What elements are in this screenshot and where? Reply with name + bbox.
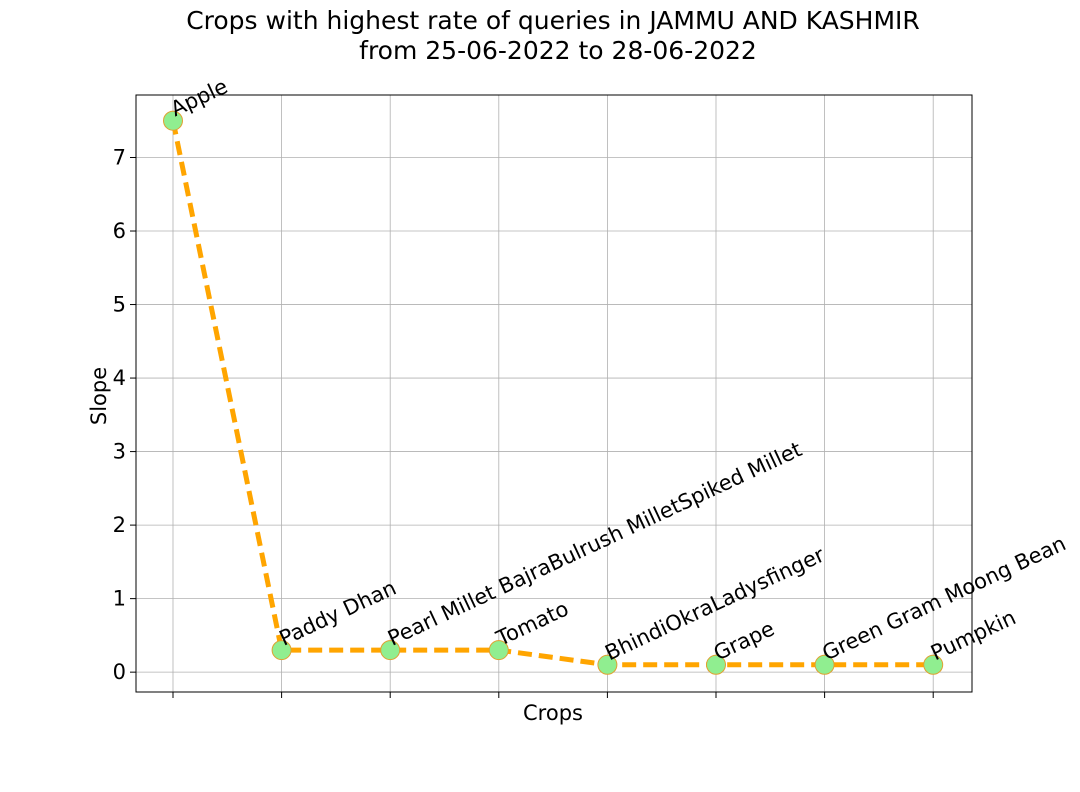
chart-title: Crops with highest rate of queries in JA… bbox=[186, 6, 920, 65]
data-point bbox=[923, 654, 944, 675]
data-point-label: Pearl Millet BajraBulrush MilletSpiked M… bbox=[384, 437, 805, 651]
data-point bbox=[597, 654, 618, 675]
y-tick-label: 4 bbox=[113, 366, 126, 390]
chart-title-line-1: Crops with highest rate of queries in JA… bbox=[186, 6, 920, 35]
chart-title-line-2: from 25-06-2022 to 28-06-2022 bbox=[359, 36, 757, 65]
y-tick-label: 5 bbox=[113, 293, 126, 317]
data-point-markers bbox=[163, 110, 944, 675]
grid-lines bbox=[136, 95, 972, 692]
data-point bbox=[706, 654, 726, 675]
data-point-label: Pumpkin bbox=[927, 605, 1019, 665]
data-point-label: Paddy Dhan bbox=[276, 576, 400, 651]
plot-area-frame bbox=[135, 94, 973, 693]
data-point bbox=[380, 640, 401, 661]
data-point bbox=[271, 640, 292, 661]
data-point-label: Apple bbox=[167, 74, 231, 121]
y-tick-label: 6 bbox=[113, 219, 126, 243]
y-axis-ticks: 0 1 2 3 4 5 6 7 bbox=[113, 145, 136, 684]
y-tick-label: 0 bbox=[113, 660, 126, 684]
x-axis-ticks bbox=[172, 692, 934, 698]
data-point bbox=[488, 640, 509, 661]
y-tick-label: 1 bbox=[113, 587, 126, 611]
data-point bbox=[163, 110, 183, 131]
x-axis-label: Crops bbox=[523, 701, 583, 725]
series-line bbox=[170, 120, 934, 668]
data-point-label: Grape bbox=[710, 617, 778, 666]
y-tick-label: 7 bbox=[113, 145, 126, 169]
y-tick-label: 2 bbox=[113, 513, 126, 537]
y-axis-label: Slope bbox=[87, 367, 111, 425]
y-tick-label: 3 bbox=[113, 440, 126, 464]
data-point bbox=[814, 654, 835, 675]
data-point-label: Tomato bbox=[492, 597, 572, 652]
